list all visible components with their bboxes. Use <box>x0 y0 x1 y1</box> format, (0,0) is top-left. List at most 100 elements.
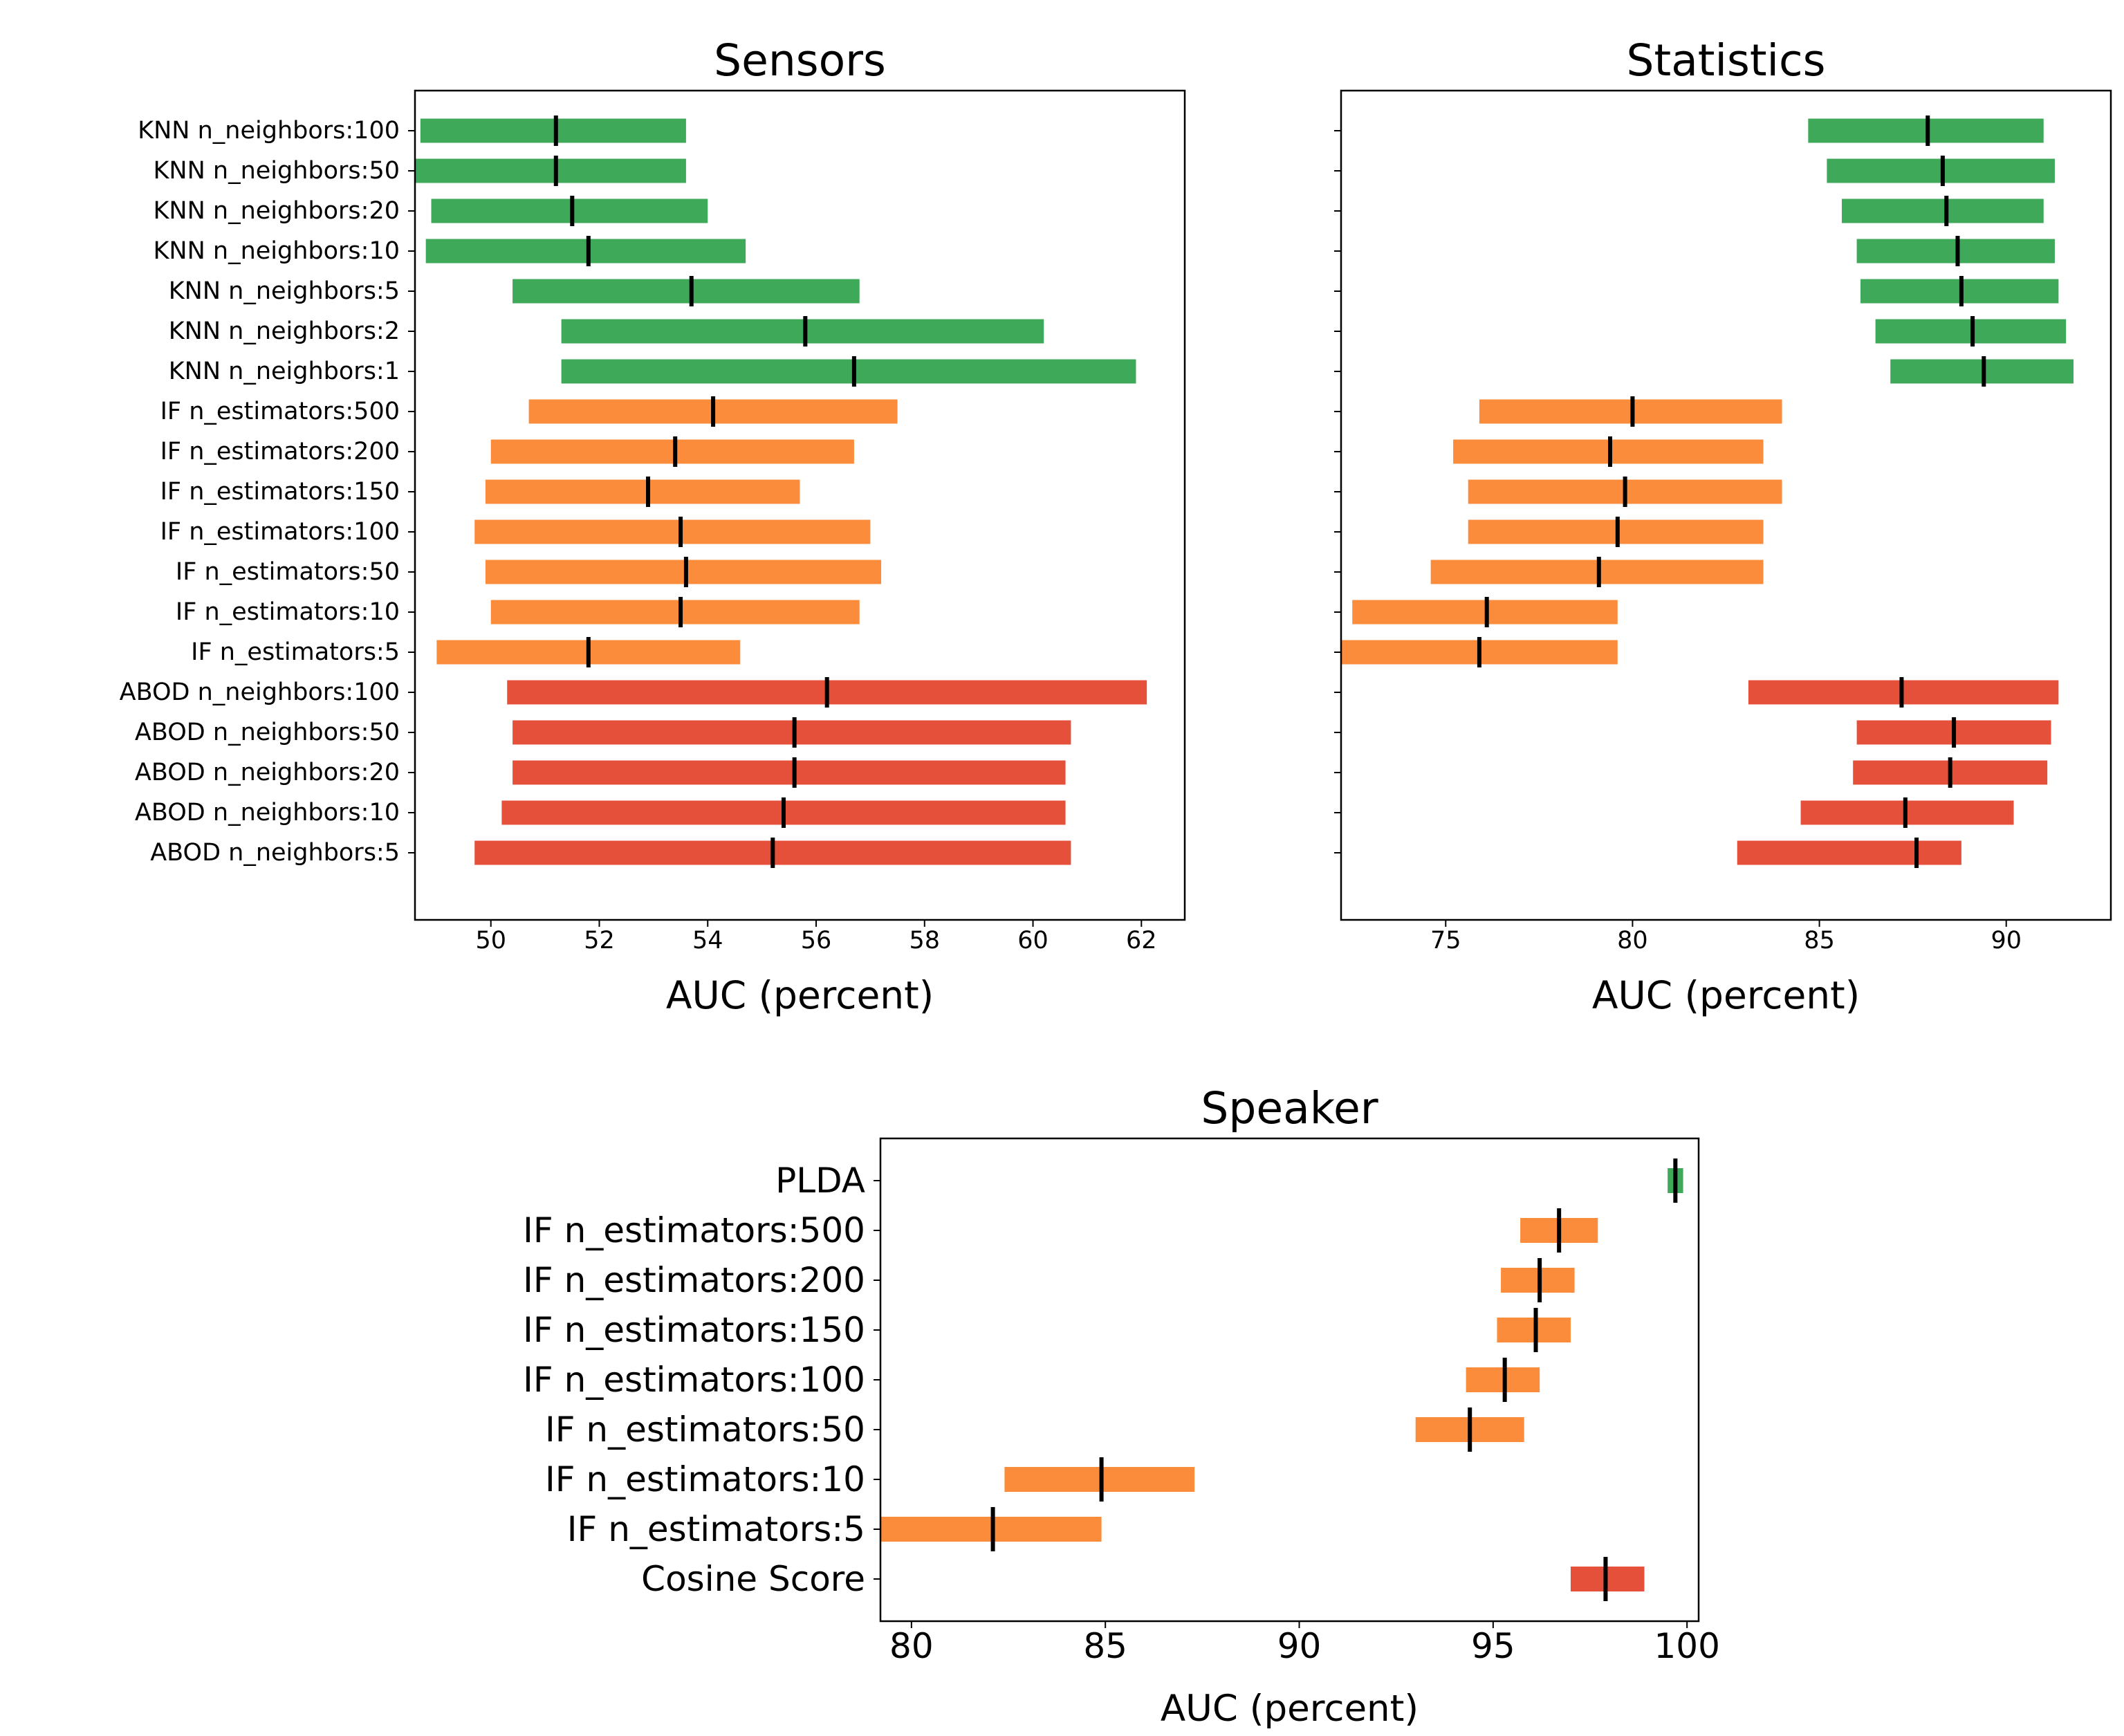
sensors-median-marker <box>586 236 591 266</box>
speaker-row-label: IF n_estimators:200 <box>523 1260 865 1300</box>
statistics-xtick-label: 75 <box>1430 927 1461 954</box>
statistics-median-marker <box>1959 276 1964 306</box>
sensors-median-marker <box>781 797 786 828</box>
statistics-xlabel: AUC (percent) <box>1592 973 1860 1017</box>
sensors-panel: Sensors KNN n_neighbors:100 KNN n_neighbor… <box>120 35 1186 1017</box>
sensors-row-label: IF n_estimators:150 <box>160 478 400 506</box>
sensors-median-marker <box>683 557 688 587</box>
sensors-range-bar <box>561 359 1136 384</box>
speaker-median-marker <box>1673 1158 1678 1203</box>
statistics-median-marker <box>1899 677 1904 708</box>
sensors-range-bar <box>490 600 860 625</box>
sensors-row-label: IF n_estimators:10 <box>176 598 400 626</box>
sensors-range-bar <box>490 439 854 464</box>
sensors-range-bar <box>512 720 1071 745</box>
sensors-row-label: IF n_estimators:500 <box>160 398 400 425</box>
speaker-xtick-label: 80 <box>889 1626 934 1666</box>
statistics-median-marker <box>1944 196 1949 226</box>
sensors-median-marker <box>646 477 651 507</box>
statistics-median-marker <box>1926 116 1930 146</box>
speaker-title: Speaker <box>1201 1083 1378 1134</box>
speaker-row-label: IF n_estimators:500 <box>523 1210 865 1250</box>
sensors-median-marker <box>792 757 797 788</box>
speaker-row-label: IF n_estimators:50 <box>545 1410 865 1450</box>
sensors-xlabel: AUC (percent) <box>666 973 934 1017</box>
statistics-median-marker <box>1484 597 1489 627</box>
sensors-row-label: KNN n_neighbors:50 <box>153 157 400 185</box>
sensors-xtick-label: 60 <box>1017 927 1049 954</box>
sensors-range-bar <box>420 118 686 143</box>
speaker-median-marker <box>990 1507 995 1551</box>
speaker-xtick-label: 100 <box>1654 1626 1719 1666</box>
sensors-xtick-label: 54 <box>692 927 723 954</box>
statistics-median-marker <box>1970 316 1975 347</box>
sensors-median-marker <box>678 517 683 547</box>
sensors-row-label: ABOD n_neighbors:5 <box>150 839 400 867</box>
speaker-row-label: IF n_estimators:100 <box>523 1360 865 1400</box>
sensors-range-bar <box>431 198 708 223</box>
sensors-row-label: ABOD n_neighbors:100 <box>120 678 400 706</box>
statistics-median-marker <box>1955 236 1960 266</box>
sensors-row-label: IF n_estimators:50 <box>176 558 400 586</box>
sensors-axes-frame <box>414 89 1186 921</box>
speaker-axes-frame <box>879 1137 1700 1623</box>
speaker-median-marker <box>1468 1407 1472 1452</box>
statistics-xtick-label: 80 <box>1617 927 1648 954</box>
sensors-row-label: IF n_estimators:200 <box>160 438 400 465</box>
statistics-axes-frame <box>1340 89 2112 921</box>
sensors-xtick-label: 58 <box>909 927 941 954</box>
sensors-xtick-label: 62 <box>1126 927 1157 954</box>
statistics-median-marker <box>1623 477 1627 507</box>
speaker-row-label: IF n_estimators:10 <box>545 1459 865 1499</box>
statistics-xtick-label: 90 <box>1991 927 2022 954</box>
sensors-median-marker <box>711 396 716 427</box>
sensors-median-marker <box>553 116 558 146</box>
sensors-range-bar <box>485 560 882 584</box>
speaker-xtick-label: 90 <box>1277 1626 1322 1666</box>
speaker-xtick-label: 95 <box>1471 1626 1515 1666</box>
sensors-row-label: ABOD n_neighbors:20 <box>135 759 400 786</box>
speaker-median-marker <box>1557 1208 1562 1253</box>
sensors-row-label: ABOD n_neighbors:50 <box>135 719 400 746</box>
speaker-xtick-label: 85 <box>1083 1626 1127 1666</box>
sensors-range-bar <box>512 279 860 304</box>
sensors-row-label: KNN n_neighbors:20 <box>153 197 400 225</box>
statistics-panel: Statistics 75 80 85 90 AUC (percent) <box>1334 35 2112 1017</box>
statistics-median-marker <box>1630 396 1635 427</box>
statistics-median-marker <box>1952 717 1957 748</box>
sensors-range-bar <box>474 519 871 544</box>
sensors-xtick-label: 56 <box>801 927 832 954</box>
sensors-range-bar <box>425 239 746 264</box>
statistics-title: Statistics <box>1627 35 1826 86</box>
sensors-row-label: KNN n_neighbors:5 <box>169 277 400 305</box>
sensors-row-label: ABOD n_neighbors:10 <box>135 799 400 827</box>
speaker-row-label: IF n_estimators:150 <box>523 1310 865 1350</box>
sensors-median-marker <box>824 677 829 708</box>
speaker-row-label: Cosine Score <box>641 1559 865 1599</box>
sensors-range-bar <box>512 760 1066 785</box>
sensors-range-bar <box>561 319 1044 344</box>
speaker-median-marker <box>1537 1258 1542 1302</box>
sensors-median-marker <box>678 597 683 627</box>
sensors-median-marker <box>689 276 694 306</box>
speaker-median-marker <box>1603 1557 1608 1601</box>
sensors-median-marker <box>851 356 856 387</box>
statistics-xtick-label: 85 <box>1804 927 1835 954</box>
sensors-title: Sensors <box>714 35 886 86</box>
statistics-median-marker <box>1948 757 1952 788</box>
sensors-xtick-label: 52 <box>584 927 615 954</box>
sensors-row-label: KNN n_neighbors:2 <box>169 317 400 345</box>
statistics-median-marker <box>1914 838 1919 868</box>
sensors-median-marker <box>770 838 775 868</box>
statistics-median-marker <box>1940 156 1945 186</box>
sensors-median-marker <box>792 717 797 748</box>
speaker-row-label: IF n_estimators:5 <box>567 1509 865 1549</box>
sensors-row-label: KNN n_neighbors:10 <box>153 237 400 265</box>
statistics-median-marker <box>1903 797 1908 828</box>
speaker-median-marker <box>1502 1358 1507 1402</box>
speaker-panel: Speaker PLDA IF n_estimators:500 IF n_estim… <box>523 1083 1720 1730</box>
sensors-xtick-label: 50 <box>475 927 506 954</box>
statistics-range-bar <box>1841 198 2044 223</box>
speaker-median-marker <box>1533 1308 1538 1352</box>
sensors-median-marker <box>586 637 591 667</box>
